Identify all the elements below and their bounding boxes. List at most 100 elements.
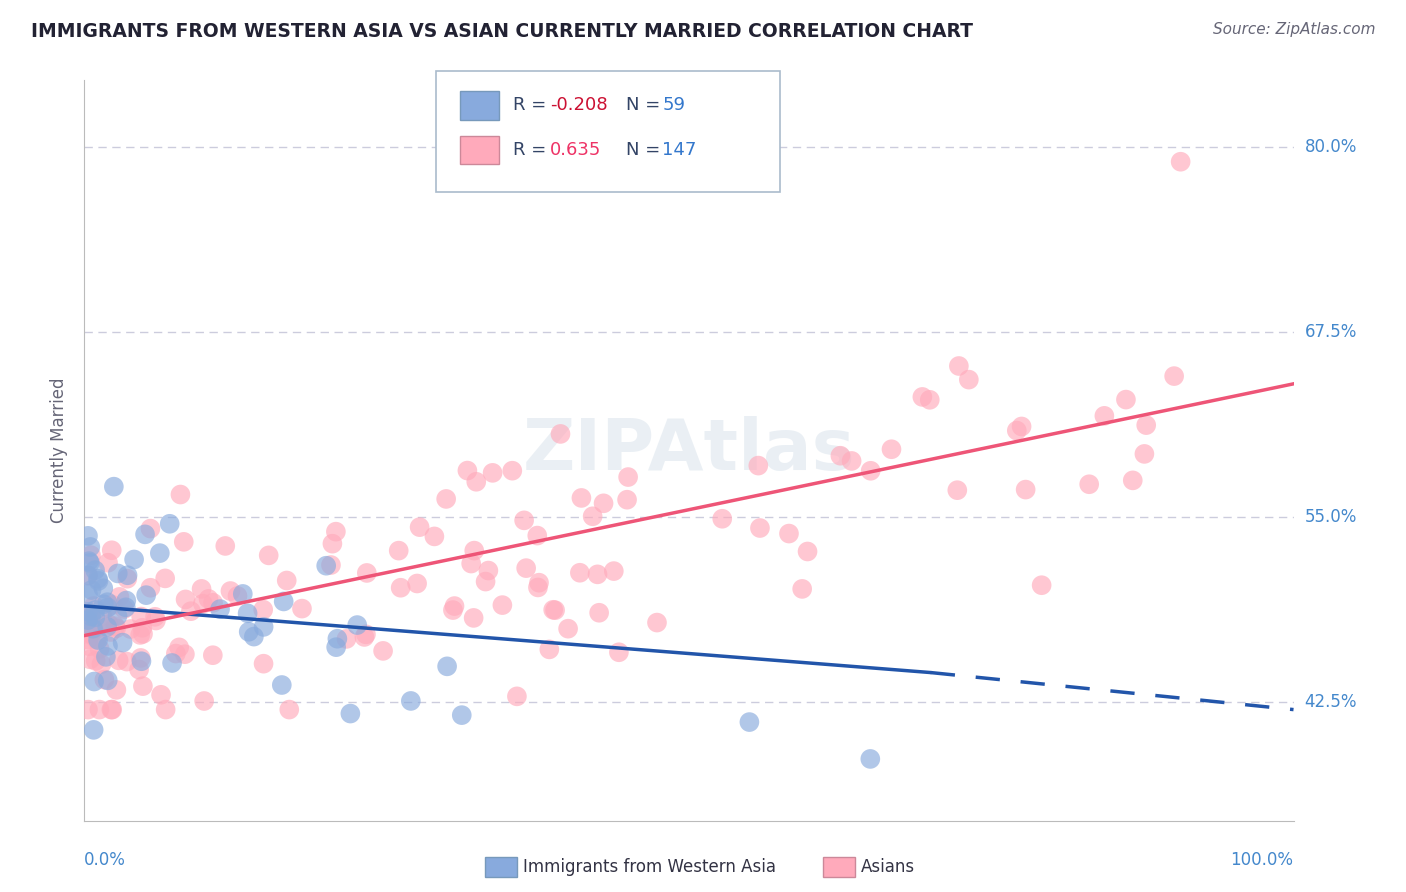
Point [513,513,536,527]
Point [238,624,260,639]
Text: 100.0%: 100.0% [1230,851,1294,869]
Point [104,619,127,633]
Point [77,568,100,582]
Point [371,644,394,658]
Point [79,556,101,570]
Point [209,602,232,616]
Point [315,558,337,573]
Point [491,598,513,612]
Text: Immigrants from Western Asia: Immigrants from Western Asia [523,858,776,876]
Point [796,544,818,558]
Text: IMMIGRANTS FROM WESTERN ASIA VS ASIAN CURRENTLY MARRIED CORRELATION CHART: IMMIGRANTS FROM WESTERN ASIA VS ASIAN CU… [31,22,973,41]
Point [557,622,579,636]
Point [96,595,118,609]
Point [80,582,103,597]
Point [257,549,280,563]
Point [79,652,101,666]
Point [477,564,499,578]
Point [859,752,882,766]
Point [1092,409,1115,423]
Point [150,688,173,702]
Point [465,475,488,489]
Point [174,592,197,607]
Point [91,609,114,624]
Point [97,600,120,615]
Point [389,581,412,595]
Point [84,603,107,617]
Point [87,572,110,586]
Point [603,564,626,578]
Point [153,571,176,585]
Point [143,609,166,624]
Point [131,621,153,635]
Point [616,492,638,507]
Point [1005,424,1028,438]
Point [738,715,761,730]
Point [474,574,496,589]
Point [80,609,103,624]
Point [436,659,458,673]
Point [193,694,215,708]
Point [1170,154,1192,169]
Point [1163,369,1185,384]
Point [132,679,155,693]
Point [84,654,107,668]
Point [105,621,128,635]
Point [77,529,100,543]
Point [97,617,120,632]
Point [406,576,429,591]
Point [135,588,157,602]
Point [128,663,150,677]
Point [94,649,117,664]
Point [86,632,108,647]
Point [450,708,472,723]
Point [544,603,567,617]
Point [541,603,564,617]
Point [339,706,361,721]
Y-axis label: Currently Married: Currently Married [51,377,69,524]
Point [155,703,177,717]
Point [90,657,112,672]
Point [957,373,980,387]
Point [100,543,122,558]
Point [388,543,411,558]
Point [93,597,115,611]
Point [105,682,128,697]
Text: R =: R = [513,96,553,114]
Point [219,584,242,599]
Point [617,470,640,484]
Point [117,572,139,586]
Text: N =: N = [626,96,665,114]
Point [291,601,314,615]
Point [190,582,212,596]
Text: Asians: Asians [860,858,914,876]
Point [159,516,181,531]
Point [87,574,110,588]
Point [89,641,111,656]
Point [107,609,129,624]
Point [129,609,152,624]
Point [463,543,485,558]
Text: N =: N = [626,141,665,159]
Point [321,537,343,551]
Point [526,528,548,542]
Point [276,574,298,588]
Point [356,566,378,580]
Point [232,587,254,601]
Point [1115,392,1137,407]
Point [77,632,100,647]
Point [841,454,863,468]
Point [180,604,202,618]
Point [149,546,172,560]
Point [134,527,156,541]
Point [173,534,195,549]
Point [354,627,377,641]
Point [460,557,482,571]
Point [463,611,485,625]
Point [1014,483,1036,497]
Point [111,635,134,649]
Point [1135,418,1157,433]
Point [1133,447,1156,461]
Point [77,613,100,627]
Point [1078,477,1101,491]
